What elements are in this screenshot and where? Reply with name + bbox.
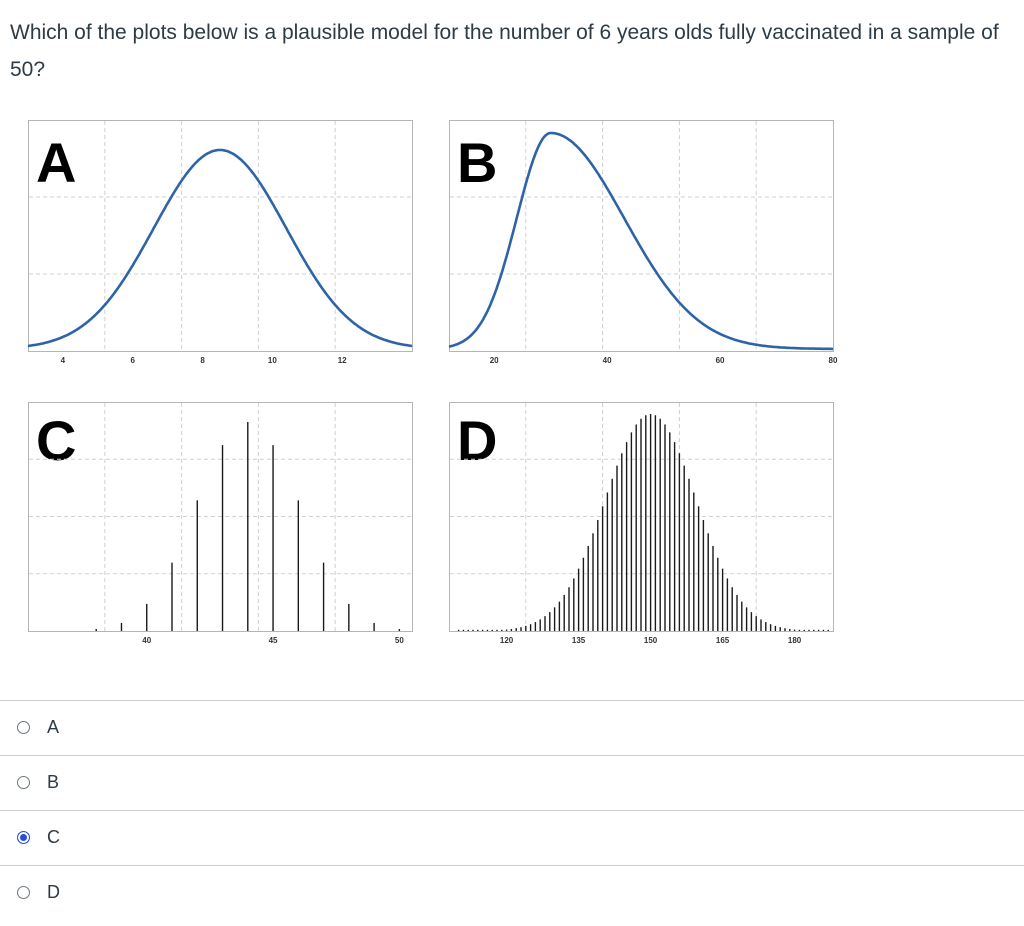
radio-b[interactable] [17, 776, 30, 789]
plot-c-tick-label: 50 [395, 636, 404, 645]
plot-d-tick-label: 120 [500, 636, 514, 645]
plot-a-tick-label: 10 [268, 356, 277, 365]
plot-d: D 120 135 150 165 180 [449, 402, 834, 652]
plot-d-chart: D 120 135 150 165 180 [449, 402, 834, 645]
option-b-label: B [47, 772, 60, 792]
plot-d-tick-label: 150 [644, 636, 658, 645]
plot-d-tick-label: 165 [716, 636, 730, 645]
question-text: Which of the plots below is a plausible … [10, 21, 999, 81]
plot-b-tick-label: 60 [716, 356, 725, 365]
radio-c[interactable] [17, 831, 30, 844]
plot-d-frame [449, 402, 834, 632]
plot-b-curve [448, 131, 833, 351]
plot-c-tick-label: 45 [269, 636, 278, 645]
plot-a-letter: A [36, 131, 76, 194]
plot-b: B 20 40 60 80 [448, 120, 838, 370]
plot-a-tick-label: 8 [200, 356, 205, 365]
plot-c-frame [28, 402, 413, 632]
option-d-label: D [47, 882, 60, 902]
plot-c-letter: C [36, 409, 76, 472]
plot-b-tick-label: 80 [829, 356, 838, 365]
plot-c-chart: C 40 45 50 [28, 402, 413, 645]
radio-d[interactable] [17, 886, 30, 899]
plot-b-tick-label: 40 [603, 356, 612, 365]
plot-d-tick-label: 180 [788, 636, 802, 645]
option-d[interactable]: D [0, 865, 1024, 920]
answer-options: A B C D [0, 700, 1024, 920]
option-a[interactable]: A [0, 700, 1024, 755]
option-c[interactable]: C [0, 810, 1024, 865]
plot-a-frame [28, 120, 413, 352]
radio-a[interactable] [17, 721, 30, 734]
plot-d-tick-label: 135 [572, 636, 586, 645]
plot-b-letter: B [457, 131, 497, 194]
plot-c: C 40 45 50 [28, 402, 413, 652]
option-b[interactable]: B [0, 755, 1024, 810]
plot-b-chart: B 20 40 60 80 [448, 120, 838, 365]
plot-a-tick-label: 4 [61, 356, 66, 365]
plot-a: A 4 6 8 10 12 [27, 120, 413, 370]
option-a-label: A [47, 717, 60, 737]
plot-d-letter: D [457, 409, 497, 472]
plot-a-curve [27, 148, 413, 348]
plot-a-tick-label: 12 [338, 356, 347, 365]
plot-b-tick-label: 20 [490, 356, 499, 365]
plot-c-tick-label: 40 [142, 636, 151, 645]
plot-b-frame [449, 120, 834, 352]
option-c-label: C [47, 827, 60, 847]
plot-a-chart: A 4 6 8 10 12 [27, 120, 413, 365]
plot-a-tick-label: 6 [131, 356, 136, 365]
